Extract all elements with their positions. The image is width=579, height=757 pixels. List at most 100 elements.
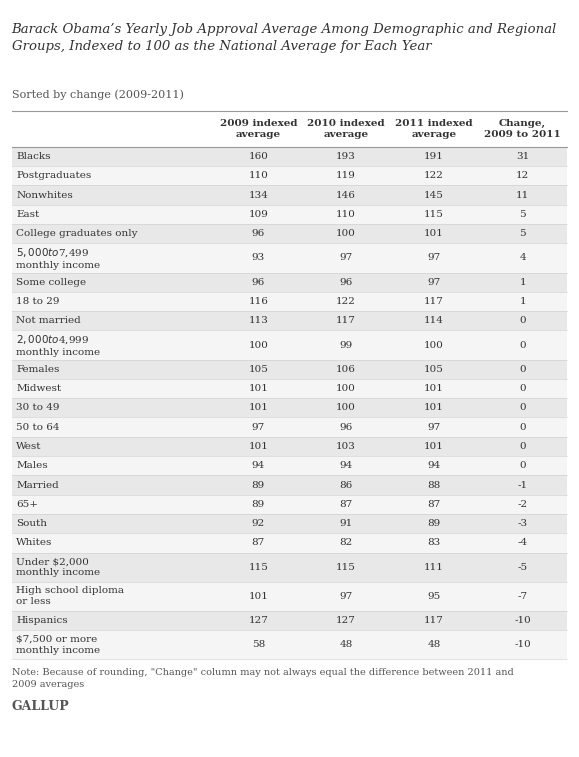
Text: 1: 1 [519,297,526,306]
Text: 1: 1 [519,278,526,287]
Text: Postgraduates: Postgraduates [16,171,91,180]
Text: 94: 94 [339,461,353,470]
Text: 93: 93 [252,254,265,263]
Bar [12,204,567,224]
Bar [12,398,567,417]
Text: $5,000 to $7,499
monthly income: $5,000 to $7,499 monthly income [16,246,100,269]
Text: -1: -1 [518,481,527,490]
Text: 96: 96 [339,422,353,431]
Text: 89: 89 [427,519,441,528]
Text: 101: 101 [424,403,444,413]
Text: 160: 160 [248,152,268,161]
Text: 146: 146 [336,191,356,200]
Text: Married: Married [16,481,59,490]
Text: West: West [16,442,42,451]
Text: 115: 115 [336,562,356,572]
Text: Midwest: Midwest [16,384,61,393]
Bar [12,475,567,495]
Text: 97: 97 [252,422,265,431]
Text: 101: 101 [424,384,444,393]
Text: 0: 0 [519,403,526,413]
Text: Whites: Whites [16,538,53,547]
Bar [12,147,567,167]
Text: 0: 0 [519,365,526,374]
Text: 30 to 49: 30 to 49 [16,403,60,413]
Text: -7: -7 [518,592,527,601]
Text: 87: 87 [252,538,265,547]
Text: 5: 5 [519,229,526,238]
Text: South: South [16,519,47,528]
Bar [12,378,567,398]
Text: 0: 0 [519,442,526,451]
Text: 97: 97 [339,592,353,601]
Text: East: East [16,210,39,219]
Bar [12,630,567,659]
Text: 117: 117 [336,316,356,326]
Text: 89: 89 [252,500,265,509]
Bar [12,291,567,311]
Text: 48: 48 [339,640,353,650]
Text: 96: 96 [252,278,265,287]
Text: Blacks: Blacks [16,152,51,161]
Text: -4: -4 [518,538,527,547]
Text: Barack Obama’s Yearly Job Approval Average Among Demographic and Regional
Groups: Barack Obama’s Yearly Job Approval Avera… [12,23,557,53]
Text: 127: 127 [248,616,268,625]
Text: 0: 0 [519,422,526,431]
Text: 100: 100 [424,341,444,350]
Bar [12,185,567,204]
Text: 97: 97 [427,254,441,263]
Text: 83: 83 [427,538,441,547]
Text: 31: 31 [516,152,529,161]
Text: 115: 115 [248,562,268,572]
Text: Sorted by change (2009-2011): Sorted by change (2009-2011) [12,89,184,100]
Text: Females: Females [16,365,60,374]
Text: 117: 117 [424,616,444,625]
Text: 101: 101 [248,384,268,393]
Bar [12,533,567,553]
Text: -10: -10 [514,640,531,650]
Text: Hispanics: Hispanics [16,616,68,625]
Text: Nonwhites: Nonwhites [16,191,73,200]
Text: 105: 105 [248,365,268,374]
Text: College graduates only: College graduates only [16,229,138,238]
Text: 50 to 64: 50 to 64 [16,422,60,431]
Text: 106: 106 [336,365,356,374]
Text: 115: 115 [424,210,444,219]
Text: 2011 indexed
average: 2011 indexed average [395,119,473,139]
Text: Males: Males [16,461,48,470]
Text: 58: 58 [252,640,265,650]
Text: 109: 109 [248,210,268,219]
Text: 94: 94 [427,461,441,470]
Text: 111: 111 [424,562,444,572]
Bar [12,437,567,456]
Text: -5: -5 [518,562,527,572]
Text: 134: 134 [248,191,268,200]
Text: -3: -3 [518,519,527,528]
Text: 101: 101 [248,592,268,601]
Text: $7,500 or more
monthly income: $7,500 or more monthly income [16,635,100,655]
Text: Note: Because of rounding, "Change" column may not always equal the difference b: Note: Because of rounding, "Change" colu… [12,668,514,689]
Text: 0: 0 [519,341,526,350]
Text: 193: 193 [336,152,356,161]
Text: 94: 94 [252,461,265,470]
Text: 97: 97 [339,254,353,263]
Text: 88: 88 [427,481,441,490]
Text: 103: 103 [336,442,356,451]
Text: 113: 113 [248,316,268,326]
Text: 0: 0 [519,461,526,470]
Bar [12,456,567,475]
Text: -2: -2 [518,500,527,509]
Text: 99: 99 [339,341,353,350]
Text: 89: 89 [252,481,265,490]
Bar [12,553,567,581]
Text: 116: 116 [248,297,268,306]
Text: GALLUP: GALLUP [12,700,69,713]
Text: Change,
2009 to 2011: Change, 2009 to 2011 [484,119,561,139]
Text: High school diploma
or less: High school diploma or less [16,587,124,606]
Text: 2010 indexed
average: 2010 indexed average [307,119,385,139]
Bar [12,167,567,185]
Text: 101: 101 [424,442,444,451]
Text: 101: 101 [248,442,268,451]
Text: Some college: Some college [16,278,86,287]
Text: 100: 100 [336,403,356,413]
